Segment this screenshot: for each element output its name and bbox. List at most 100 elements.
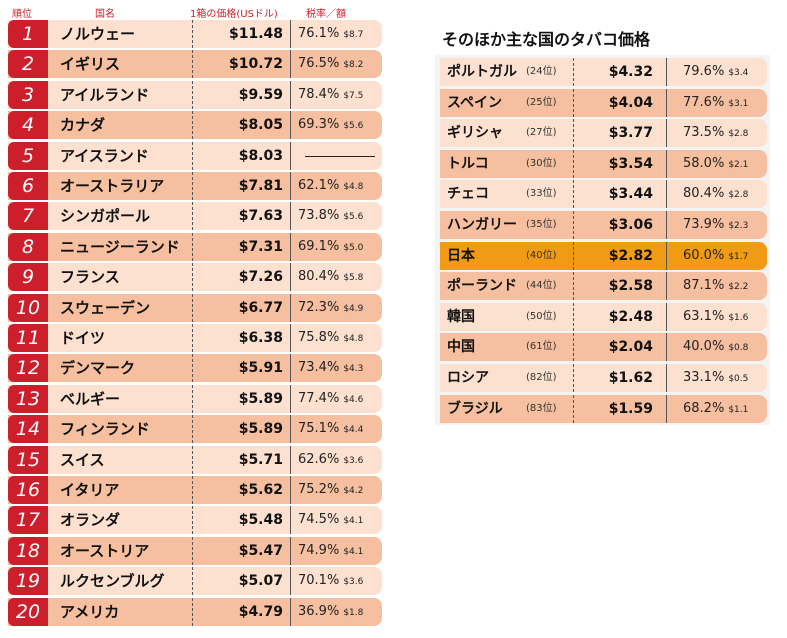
rank-badge: 1 xyxy=(8,20,48,48)
table-row: 4 カナダ $8.05 69.3% $5.6 xyxy=(8,111,382,140)
rank-badge: 16 xyxy=(8,476,48,504)
divider xyxy=(192,476,193,504)
divider xyxy=(573,180,574,209)
divider xyxy=(192,232,193,261)
divider xyxy=(573,88,574,117)
table-row: 8 ニュージーランド $7.31 69.1% $5.0 xyxy=(8,232,382,261)
country-name: ニュージーランド xyxy=(60,237,180,256)
country-name: 韓国 xyxy=(447,308,475,325)
price: $7.31 xyxy=(238,238,283,255)
divider xyxy=(290,232,291,261)
divider xyxy=(290,80,291,109)
table-row: ポーランド (44位) $2.58 87.1% $2.2 xyxy=(440,272,767,301)
tax-rate: 76.5% $8.2 xyxy=(298,56,364,72)
price: $3.77 xyxy=(608,125,653,142)
country-name: シンガポール xyxy=(60,207,151,226)
tax-rate: 87.1% $2.2 xyxy=(683,278,749,294)
rank-badge: 8 xyxy=(8,232,48,261)
tax-rate: 60.0% $1.7 xyxy=(683,247,749,263)
divider xyxy=(290,172,291,200)
rank-badge: 14 xyxy=(8,415,48,444)
table-row: 9 フランス $7.26 80.4% $5.8 xyxy=(8,263,382,292)
country-name: ポーランド xyxy=(447,278,517,295)
divider xyxy=(666,119,667,148)
divider xyxy=(192,445,193,474)
rank-badge: 3 xyxy=(8,80,48,109)
divider xyxy=(666,211,667,239)
others-title: そのほか主な国のタバコ価格 xyxy=(442,30,651,49)
divider xyxy=(290,111,291,140)
tax-amount: $0.5 xyxy=(728,374,749,384)
header-price: 1箱の価格(USドル) xyxy=(190,9,278,20)
country-name: 中国 xyxy=(447,339,475,356)
price: $5.89 xyxy=(238,390,283,407)
price: $9.59 xyxy=(238,86,283,103)
table-row: 18 オーストリア $5.47 74.9% $4.1 xyxy=(8,536,382,565)
divider xyxy=(573,394,574,423)
divider xyxy=(192,141,193,170)
table-row: 6 オーストラリア $7.81 62.1% $4.8 xyxy=(8,172,382,200)
price: $5.48 xyxy=(238,512,283,529)
price: $7.63 xyxy=(238,208,283,225)
tax-rate: 74.5% $4.1 xyxy=(298,512,364,528)
divider xyxy=(666,364,667,392)
tax-amount: $1.6 xyxy=(728,312,749,323)
no-data-dash xyxy=(305,155,375,157)
tax-amount: $8.7 xyxy=(343,30,364,40)
tax-amount: $4.6 xyxy=(343,394,364,405)
divider xyxy=(666,241,667,270)
rank-badge: 7 xyxy=(8,202,48,231)
table-row: 17 オランダ $5.48 74.5% $4.1 xyxy=(8,506,382,535)
rank-badge: 9 xyxy=(8,263,48,292)
divider xyxy=(290,384,291,413)
rank-badge: 15 xyxy=(8,445,48,474)
world-rank: (40位) xyxy=(526,249,557,261)
table-row: 1 ノルウェー $11.48 76.1% $8.7 xyxy=(8,20,382,48)
table-row: 韓国 (50位) $2.48 63.1% $1.6 xyxy=(440,302,767,331)
tax-rate: 79.6% $3.4 xyxy=(683,64,749,79)
tax-amount: $2.8 xyxy=(728,129,749,140)
tax-amount: $3.1 xyxy=(728,98,749,109)
world-rank: (27位) xyxy=(526,127,557,139)
tax-amount: $4.2 xyxy=(343,486,364,496)
divider xyxy=(290,324,291,352)
tax-amount: $3.4 xyxy=(728,68,749,78)
table-row: 11 ドイツ $6.38 75.8% $4.8 xyxy=(8,324,382,352)
price: $6.38 xyxy=(238,330,283,346)
table-row: 日本 (40位) $2.82 60.0% $1.7 xyxy=(440,241,767,270)
table-row: 5 アイスランド $8.03 xyxy=(8,141,382,170)
country-name: トルコ xyxy=(447,155,489,172)
divider xyxy=(573,119,574,148)
table-row: 3 アイルランド $9.59 78.4% $7.5 xyxy=(8,80,382,109)
tax-rate: 63.1% $1.6 xyxy=(683,308,749,324)
table-row: 13 ベルギー $5.89 77.4% $4.6 xyxy=(8,384,382,413)
rank-badge: 2 xyxy=(8,50,48,79)
world-rank: (61位) xyxy=(526,341,557,353)
others-panel xyxy=(435,55,770,425)
price: $5.71 xyxy=(238,451,283,468)
price: $3.06 xyxy=(608,217,653,233)
price: $7.81 xyxy=(238,178,283,194)
divider xyxy=(290,20,291,48)
price: $6.77 xyxy=(238,299,283,316)
table-row: 20 アメリカ $4.79 36.9% $1.8 xyxy=(8,597,382,626)
table-row: 中国 (61位) $2.04 40.0% $0.8 xyxy=(440,333,767,362)
world-rank: (83位) xyxy=(526,402,557,414)
price: $2.58 xyxy=(608,278,653,295)
country-name: イタリア xyxy=(60,481,120,499)
tax-amount: $1.7 xyxy=(728,251,749,262)
tax-amount: $7.5 xyxy=(343,90,364,101)
world-rank: (44位) xyxy=(526,280,557,292)
tax-rate: 77.4% $4.6 xyxy=(298,390,364,406)
divider xyxy=(666,272,667,301)
price: $5.91 xyxy=(238,360,283,377)
tax-amount: $3.6 xyxy=(343,455,364,466)
divider xyxy=(666,149,667,178)
tax-amount: $1.1 xyxy=(728,404,749,415)
table-row: ハンガリー (35位) $3.06 73.9% $2.3 xyxy=(440,211,767,239)
divider xyxy=(290,476,291,504)
table-row: 19 ルクセンブルグ $5.07 70.1% $3.6 xyxy=(8,567,382,596)
divider xyxy=(666,394,667,423)
divider xyxy=(573,302,574,331)
table-row: チェコ (33位) $3.44 80.4% $2.8 xyxy=(440,180,767,209)
